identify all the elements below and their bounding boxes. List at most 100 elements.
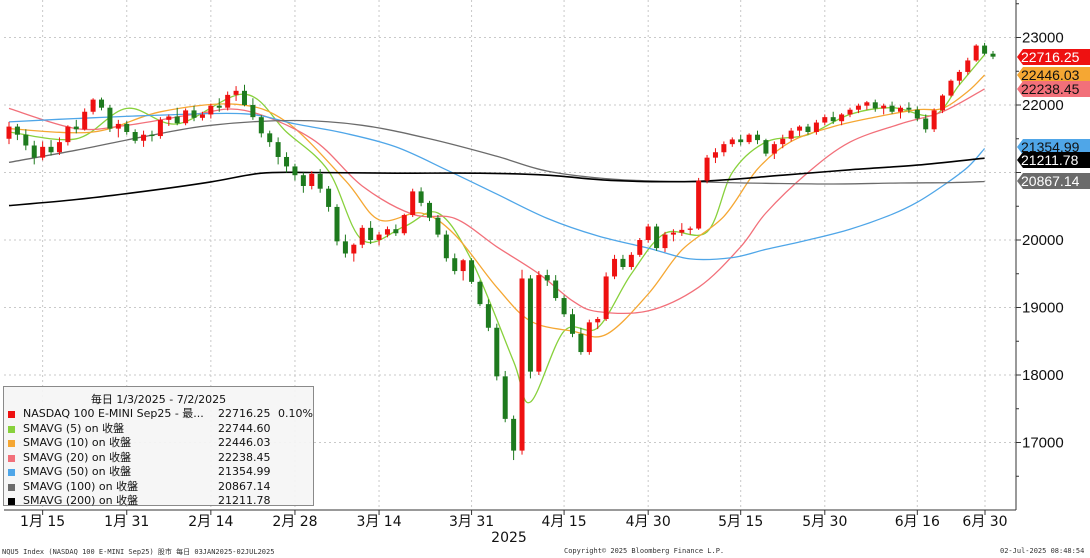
legend-series-value: 22744.60 [218,421,271,435]
candle-body [132,132,138,141]
candle [233,86,239,101]
candle-body [6,126,12,139]
candle-body [99,99,105,108]
candle-body [250,105,256,118]
candle [830,111,836,124]
footer-copyright: Copyright© 2025 Bloomberg Finance L.P. [564,547,725,555]
y-tick-label: 17000 [1022,435,1064,452]
candle [628,252,634,270]
candle [115,119,121,138]
candle [199,111,205,121]
candle [527,275,533,379]
candle [595,316,601,330]
legend-row: NASDAQ 100 E-MINI Sep25 - 最... 22716.25 0.… [4,407,313,422]
footer-timestamp: 02-Jul-2025 08:48:54 [1000,547,1085,555]
candle-body [872,102,878,109]
candle-body [864,102,870,106]
candle [637,237,643,257]
ma-line-200 [8,157,985,207]
candle [477,280,483,307]
candle [23,129,29,151]
candle-body [418,191,424,203]
candle-body [628,254,634,267]
legend-title: 毎日 1/3/2025 - 7/2/2025 [90,393,227,406]
candle-body [578,333,584,353]
candle [359,225,365,249]
candle-body [40,146,46,158]
candle [208,103,214,119]
x-tick-label: 3月 14 [356,514,401,530]
legend-swatch [8,425,15,433]
candle [536,271,542,375]
ma-line-50 [8,112,986,261]
candle-body [729,139,735,145]
candle-body [258,117,264,134]
candle [174,107,180,126]
candle [544,269,550,286]
candle-body [839,114,845,122]
candle-body [620,258,626,267]
candle [914,106,920,122]
legend-series-value: 22716.25 [218,407,271,420]
candle [956,69,962,85]
legend-series-value: 21211.78 [218,494,271,507]
candle-body [881,105,887,109]
candle-body [241,90,247,105]
candle [124,121,130,135]
candle-body [384,229,390,235]
legend-series-name: SMAVG (20) on 收盤 [23,450,132,464]
candle [31,140,37,165]
candle-body [527,278,533,372]
y-tick-label: 23000 [1022,30,1064,47]
candle [368,221,374,245]
candle-body [65,126,71,143]
candle-body [427,202,433,218]
candle [90,98,96,115]
candle-body [410,191,416,216]
candle-body [48,146,54,153]
candle-body [704,157,710,181]
candle-body [23,134,29,146]
candle-body [359,227,365,245]
x-tick-label: 2月 14 [188,514,233,530]
legend: 毎日 1/3/2025 - 7/2/2025 NASDAQ 100 E-MINI… [3,386,314,507]
candle [443,230,449,262]
candle [855,103,861,114]
candle-body [292,166,298,176]
y-tick-label: 22000 [1022,97,1064,114]
candle [645,223,651,243]
candle-body [595,318,601,323]
legend-swatch [8,411,15,418]
candle [805,123,811,135]
candle [99,97,105,111]
candle-body [805,126,811,132]
candle-body [477,281,483,305]
candle [502,370,508,423]
candle [948,79,954,97]
candle-body [469,260,475,282]
current-value-label: 22446.03 [1017,67,1090,83]
x-tick-label: 5月 30 [802,514,847,530]
candle-body [157,119,163,137]
legend-series-value: 22238.45 [218,450,271,464]
candle [788,127,794,142]
candle-body [612,258,618,277]
value-label-text: 20867.14 [1021,173,1080,189]
candle-body [342,241,348,254]
legend-series-name: NASDAQ 100 E-MINI Sep25 - 最... [23,407,204,420]
candle-body [124,123,130,132]
candle-body [141,134,147,141]
candle [216,98,222,112]
candle-body [208,105,214,115]
legend-swatch [8,440,15,447]
legend-row: SMAVG (50) on 收盤 21354.99 [4,465,313,480]
value-label-box [1017,67,1090,83]
candle [73,119,79,134]
candle-body [679,229,685,233]
candle-body [393,229,399,234]
candle-body [788,130,794,139]
candle-body [645,226,651,240]
candle [662,231,668,253]
legend-swatch [8,483,15,491]
